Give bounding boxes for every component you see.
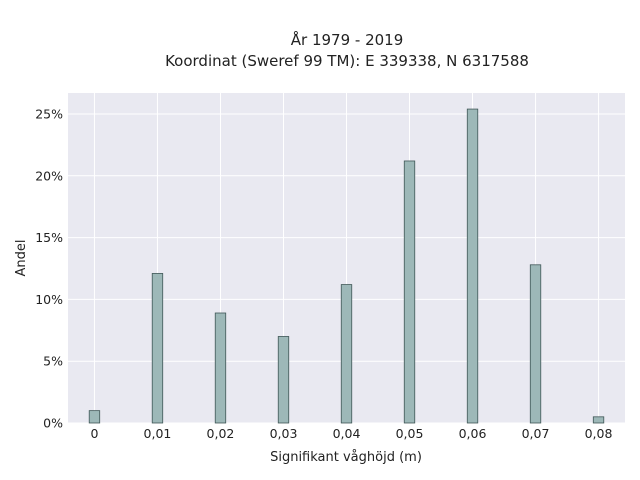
- bar-0-03: [277, 336, 290, 424]
- y-axis-label: Andel: [14, 240, 29, 277]
- x-tick-label: 0,03: [270, 426, 298, 441]
- y-tick-label: 5%: [43, 354, 63, 369]
- x-tick-label: 0,02: [207, 426, 235, 441]
- x-tick-label: 0,05: [396, 426, 424, 441]
- y-tick-label: 10%: [35, 292, 63, 307]
- y-tick-label: 25%: [35, 107, 63, 122]
- bar-0-04: [340, 284, 353, 424]
- x-tick-label: 0,06: [459, 426, 487, 441]
- bar-0-05: [403, 160, 416, 424]
- x-tick-label: 0,07: [522, 426, 550, 441]
- bars: [88, 108, 605, 424]
- y-tick-label: 20%: [35, 168, 63, 183]
- y-axis-ticks: 0% 5% 10% 15% 20% 25%: [35, 107, 63, 431]
- x-tick-label: 0,01: [144, 426, 172, 441]
- chart-title-line2: Koordinat (Sweref 99 TM): E 339338, N 63…: [165, 52, 529, 70]
- bar-0-08: [592, 416, 605, 424]
- x-axis-ticks: 0 0,01 0,02 0,03 0,04 0,05 0,06 0,07 0,08: [90, 426, 612, 441]
- bar-0: [88, 410, 101, 424]
- bar-0-01: [151, 273, 164, 424]
- bar-0-07: [529, 264, 542, 424]
- x-tick-label: 0,08: [585, 426, 613, 441]
- y-tick-label: 15%: [35, 230, 63, 245]
- chart-title-line1: År 1979 - 2019: [291, 30, 404, 49]
- x-tick-label: 0,04: [333, 426, 361, 441]
- x-axis-label: Signifikant våghöjd (m): [270, 450, 422, 465]
- x-tick-label: 0: [90, 426, 98, 441]
- bar-0-02: [214, 312, 227, 424]
- bar-0-06: [466, 108, 479, 424]
- y-tick-label: 0%: [43, 416, 63, 431]
